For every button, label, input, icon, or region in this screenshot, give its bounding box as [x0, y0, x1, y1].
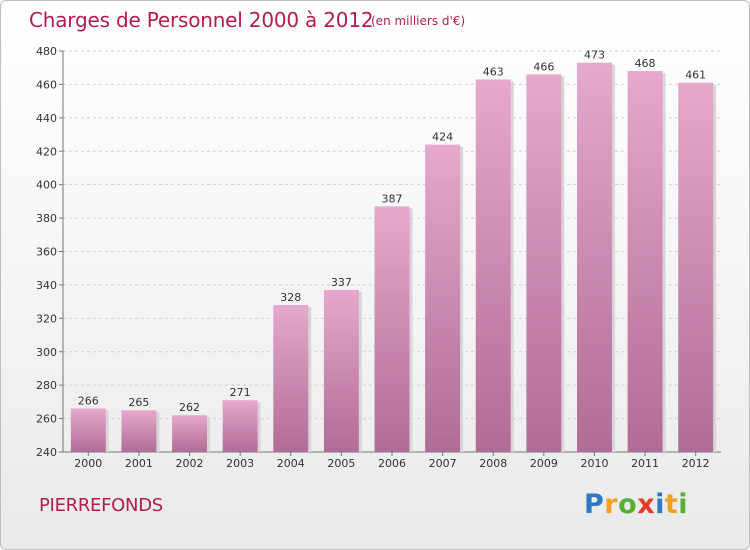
chart-subtitle: (en milliers d'€)	[371, 14, 466, 28]
bar-value-label: 463	[483, 65, 504, 78]
x-tick-label: 2005	[327, 457, 355, 470]
bar-value-label: 337	[331, 276, 352, 289]
x-tick-label: 2000	[74, 457, 102, 470]
proxiti-logo[interactable]: Proxiti	[584, 489, 688, 520]
bar	[374, 206, 410, 452]
chart-title: Charges de Personnel 2000 à 2012	[29, 8, 374, 32]
bar-value-label: 466	[533, 60, 554, 73]
bar-value-label: 468	[635, 57, 656, 70]
bar	[222, 400, 258, 452]
x-tick-label: 2001	[125, 457, 153, 470]
bar	[425, 144, 461, 453]
bar	[475, 79, 511, 452]
y-tick-label: 360	[36, 246, 57, 259]
y-tick-label: 300	[36, 346, 57, 359]
x-tick-label: 2011	[631, 457, 659, 470]
bar-value-label: 271	[230, 386, 251, 399]
x-tick-label: 2007	[429, 457, 457, 470]
y-tick-label: 480	[36, 45, 57, 58]
bar	[121, 410, 157, 452]
bar-value-label: 266	[78, 395, 99, 408]
bar-value-label: 262	[179, 401, 200, 414]
y-tick-label: 240	[36, 446, 57, 459]
bar-value-label: 387	[382, 192, 403, 205]
y-tick-label: 320	[36, 312, 57, 325]
y-tick-label: 460	[36, 78, 57, 91]
logo-letter: r	[604, 489, 619, 520]
y-tick-label: 280	[36, 379, 57, 392]
bar-value-label: 424	[432, 131, 453, 144]
bar	[273, 304, 309, 452]
x-tick-label: 2009	[530, 457, 558, 470]
bar	[627, 71, 663, 453]
bar	[323, 289, 359, 452]
logo-letter: i	[655, 489, 665, 520]
logo-letter: P	[584, 489, 605, 520]
y-tick-label: 420	[36, 145, 57, 158]
logo-letter: i	[678, 489, 689, 520]
bar	[576, 62, 612, 453]
logo-letter: t	[664, 489, 679, 520]
x-tick-label: 2010	[580, 457, 608, 470]
bar	[678, 82, 714, 452]
y-tick-label: 260	[36, 413, 57, 426]
y-tick-label: 400	[36, 179, 57, 192]
x-tick-label: 2002	[176, 457, 204, 470]
x-tick-label: 2003	[226, 457, 254, 470]
y-tick-label: 380	[36, 212, 57, 225]
y-tick-label: 340	[36, 279, 57, 292]
x-tick-label: 2008	[479, 457, 507, 470]
bar-value-label: 461	[685, 69, 706, 82]
city-name: PIERREFONDS	[39, 495, 163, 516]
y-tick-label: 440	[36, 112, 57, 125]
logo-letter: x	[637, 489, 656, 520]
x-tick-label: 2004	[277, 457, 305, 470]
bar	[172, 415, 208, 452]
bar-value-label: 473	[584, 49, 605, 62]
x-tick-label: 2006	[378, 457, 406, 470]
bar-value-label: 265	[128, 396, 149, 409]
bar-value-label: 328	[280, 291, 301, 304]
x-tick-label: 2012	[682, 457, 710, 470]
logo-letter: o	[618, 489, 638, 520]
bar	[526, 74, 562, 453]
bar	[70, 408, 106, 452]
